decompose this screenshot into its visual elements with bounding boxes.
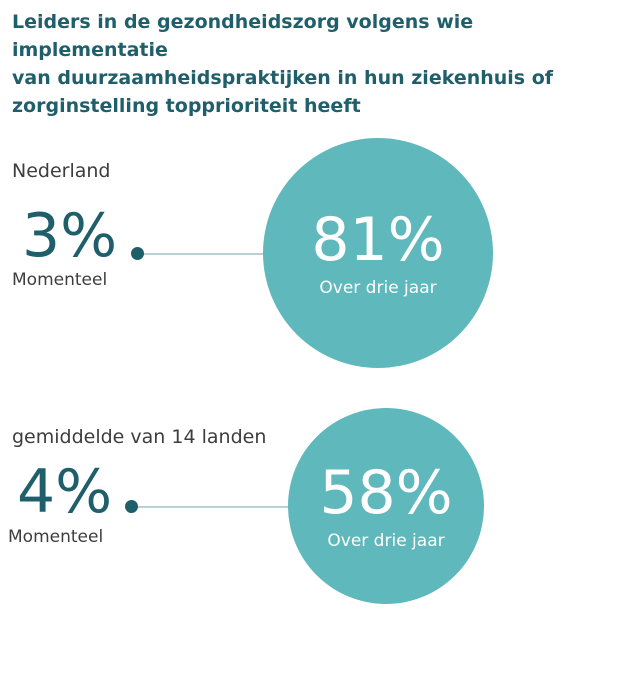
future-circle: 81% Over drie jaar (263, 138, 493, 368)
future-label: Over drie jaar (319, 278, 437, 298)
title-line-3: zorginstelling topprioriteit heeft (12, 95, 361, 117)
current-value: 4% (17, 457, 113, 527)
current-label: Momenteel (12, 270, 108, 290)
future-value: 58% (319, 458, 453, 528)
current-value: 3% (22, 201, 118, 271)
connector-line (138, 253, 268, 255)
connector-dot (125, 500, 138, 513)
future-circle: 58% Over drie jaar (288, 408, 484, 604)
title-line-1: Leiders in de gezondheidszorg volgens wi… (12, 11, 474, 61)
chart-title: Leiders in de gezondheidszorg volgens wi… (12, 8, 612, 120)
title-line-2: van duurzaamheidspraktijken in hun zieke… (12, 67, 554, 89)
region-label: gemiddelde van 14 landen (12, 426, 267, 448)
future-label: Over drie jaar (327, 531, 445, 551)
connector-line (131, 506, 291, 508)
future-value: 81% (311, 205, 445, 275)
connector-dot (131, 247, 144, 260)
current-label: Momenteel (8, 527, 104, 547)
region-label: Nederland (12, 160, 111, 182)
